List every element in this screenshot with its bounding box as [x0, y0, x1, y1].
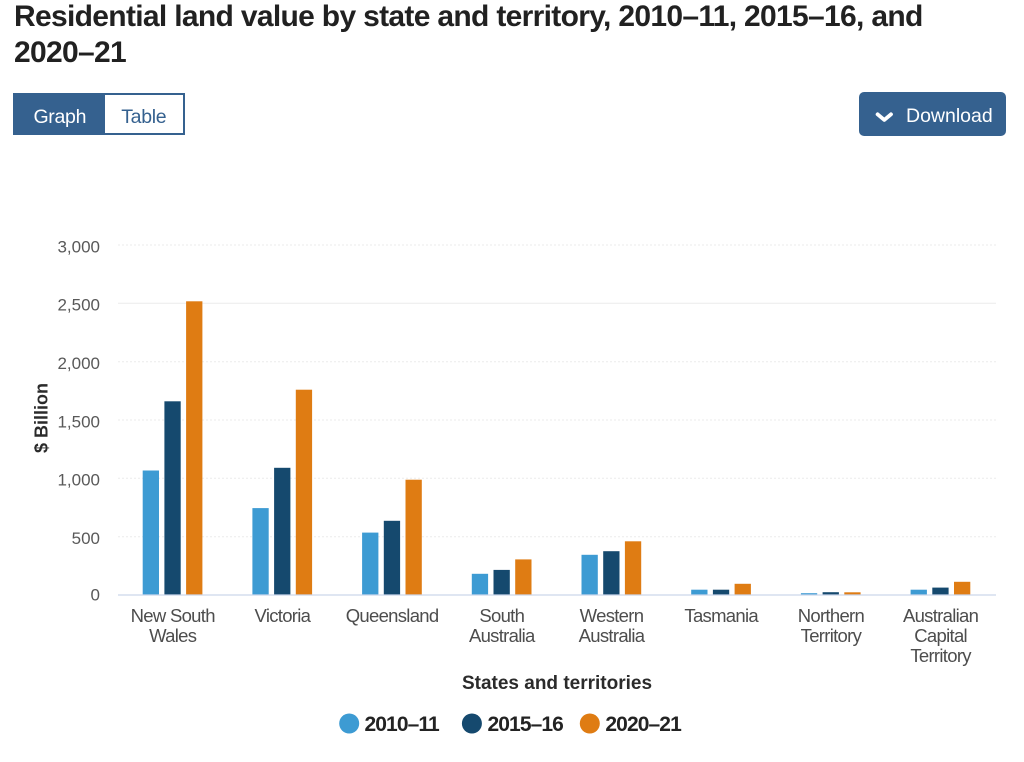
svg-text:2020–21: 2020–21 — [605, 713, 682, 736]
svg-text:2,500: 2,500 — [57, 296, 100, 315]
svg-text:Victoria: Victoria — [255, 605, 312, 626]
svg-text:2,000: 2,000 — [57, 354, 100, 373]
svg-text:$ Billion: $ Billion — [32, 383, 52, 453]
svg-text:Queensland: Queensland — [346, 605, 439, 626]
svg-text:2015–16: 2015–16 — [488, 713, 564, 736]
svg-text:2010–11: 2010–11 — [365, 713, 441, 736]
svg-text:1,500: 1,500 — [57, 412, 100, 431]
svg-text:3,000: 3,000 — [57, 237, 100, 256]
svg-text:1,000: 1,000 — [57, 471, 100, 490]
svg-text:500: 500 — [72, 529, 100, 548]
svg-text:0: 0 — [91, 586, 100, 605]
svg-text:Tasmania: Tasmania — [684, 605, 759, 626]
svg-text:States and territories: States and territories — [462, 673, 652, 694]
